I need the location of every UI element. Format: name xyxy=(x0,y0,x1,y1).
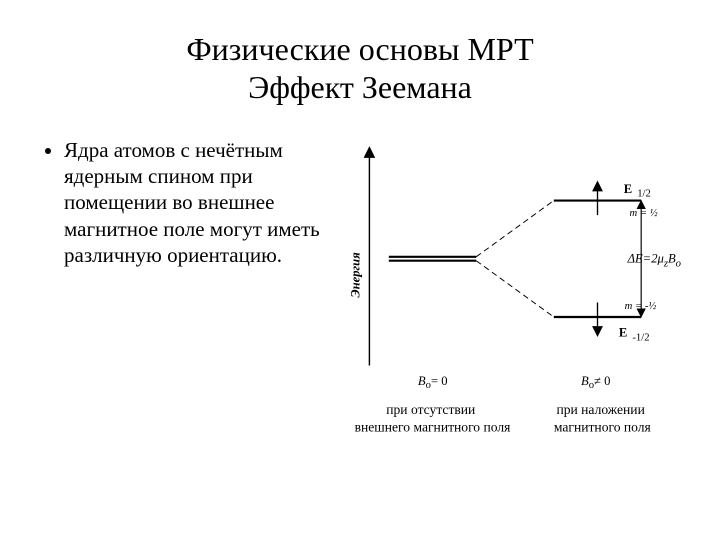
zeeman-diagram: Энергия E 1/2 xyxy=(350,137,680,497)
lower-m-label: m = -½ xyxy=(625,300,657,312)
delta-e-label: ΔE=2μzBo xyxy=(627,251,682,269)
bullet-column: Ядра атомов с нечётным ядерным спином пр… xyxy=(40,137,350,268)
energy-axis-label: Энергия xyxy=(349,252,363,298)
diagram-column: Энергия E 1/2 xyxy=(350,137,680,497)
title-line-1: Физические основы МРТ xyxy=(186,31,533,67)
upper-level-label: E 1/2 xyxy=(624,182,651,200)
caption-right: при наложении магнитного поля xyxy=(554,402,651,434)
caption-left: при отсутствии внешнего магнитного поля xyxy=(355,402,511,434)
b0-left-label: Bо= 0 xyxy=(418,374,448,391)
title-line-2: Эффект Зеемана xyxy=(248,69,472,105)
lower-level-label: E -1/2 xyxy=(619,325,650,343)
upper-m-label: m = ½ xyxy=(630,207,658,219)
bullet-text: Ядра атомов с нечётным ядерным спином пр… xyxy=(64,137,340,268)
slide-title: Физические основы МРТ Эффект Зеемана xyxy=(40,30,680,107)
slide: Физические основы МРТ Эффект Зеемана Ядр… xyxy=(0,0,720,540)
b0-right-label: Bо≠ 0 xyxy=(581,374,610,391)
split-dash-lower xyxy=(476,260,554,316)
split-dash-upper xyxy=(476,200,554,256)
body-row: Ядра атомов с нечётным ядерным спином пр… xyxy=(40,137,680,497)
